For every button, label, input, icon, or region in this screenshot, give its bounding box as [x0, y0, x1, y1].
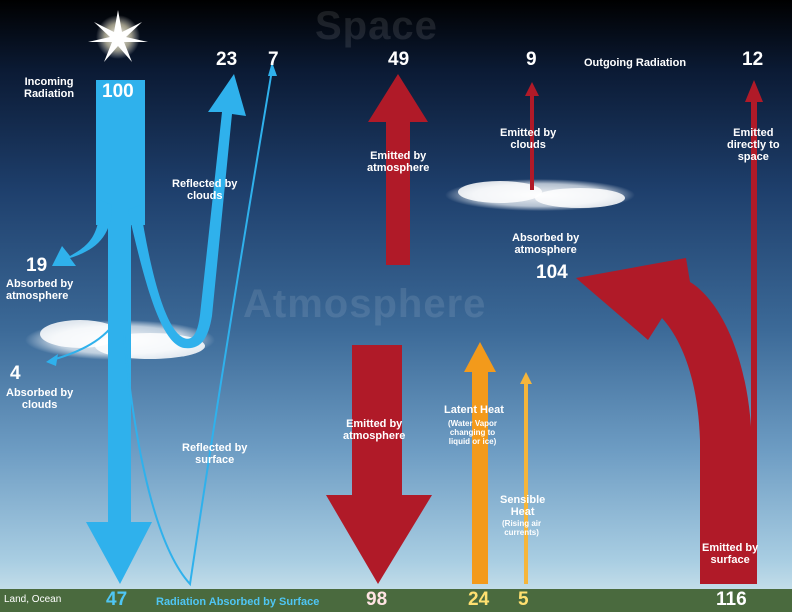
emitted-atmosphere-up-arrow: [368, 74, 428, 265]
surface-absorbed-value: 47: [106, 589, 128, 610]
emitted-clouds-arrow: [525, 82, 539, 190]
absorbed-atmosphere-solar-arrow: [52, 200, 112, 266]
surface-emitted-value: 116: [716, 589, 747, 610]
atmosphere-title: Atmosphere: [243, 282, 487, 326]
reflected-surface-value: 7: [268, 49, 279, 70]
sun-icon: [88, 10, 148, 62]
absorbed-atmosphere-solar-label: Absorbed by atmosphere: [6, 278, 74, 303]
reflected-clouds-label: Reflected by clouds: [172, 178, 238, 203]
emitted-atmosphere-down-value: 98: [366, 589, 388, 610]
absorbed-atmosphere-ir-value: 104: [536, 262, 568, 283]
reflected-surface-arrow: [123, 69, 273, 587]
surface-emitted-label: Emitted by surface: [702, 542, 759, 567]
sensible-heat-arrow: [520, 372, 532, 584]
direct-space-arrow: [745, 80, 763, 584]
sensible-heat-value: 5: [518, 589, 529, 610]
outgoing-label: Outgoing Radiation: [584, 57, 687, 69]
reflected-clouds-arrow: [128, 74, 246, 349]
absorbed-atmosphere-ir-label: Absorbed by atmosphere: [512, 232, 580, 257]
emitted-atmosphere-down-arrow: [326, 345, 432, 584]
land-ocean-label: Land, Ocean: [4, 594, 62, 605]
space-title: Space: [315, 4, 438, 48]
reflected-clouds-value: 23: [216, 49, 238, 70]
incoming-label: Incoming Radiation: [24, 76, 75, 101]
ground-band: [0, 589, 792, 612]
emitted-clouds-label: Emitted by clouds: [500, 127, 557, 152]
cloud-right-icon: [445, 179, 635, 211]
emitted-atmosphere-up-label: Emitted by atmosphere: [367, 150, 430, 175]
latent-heat-label: Latent Heat: [444, 404, 504, 416]
emitted-atmosphere-up-value: 49: [388, 49, 410, 70]
absorbed-clouds-label: Absorbed by clouds: [6, 387, 74, 412]
absorbed-clouds-arrow: [51, 317, 119, 361]
surface-absorbed-label: Radiation Absorbed by Surface: [156, 596, 320, 608]
direct-space-label: Emitted directly to space: [727, 127, 780, 164]
absorbed-atmosphere-ir-arrow: [576, 258, 752, 584]
emitted-clouds-value: 9: [526, 49, 537, 70]
sensible-heat-label: Sensible Heat: [500, 494, 546, 519]
direct-space-value: 12: [742, 49, 764, 70]
latent-heat-note: (Water Vapor changing to liquid or ice): [448, 419, 498, 446]
absorbed-atmosphere-solar-value: 19: [26, 255, 48, 276]
emitted-atmosphere-down-label: Emitted by atmosphere: [343, 418, 406, 443]
incoming-value: 100: [102, 81, 134, 102]
reflected-surface-label: Reflected by surface: [182, 442, 248, 467]
latent-heat-arrow: [464, 342, 496, 584]
sensible-heat-note: (Rising air currents): [502, 519, 542, 537]
absorbed-clouds-value: 4: [10, 363, 21, 384]
latent-heat-value: 24: [468, 589, 490, 610]
